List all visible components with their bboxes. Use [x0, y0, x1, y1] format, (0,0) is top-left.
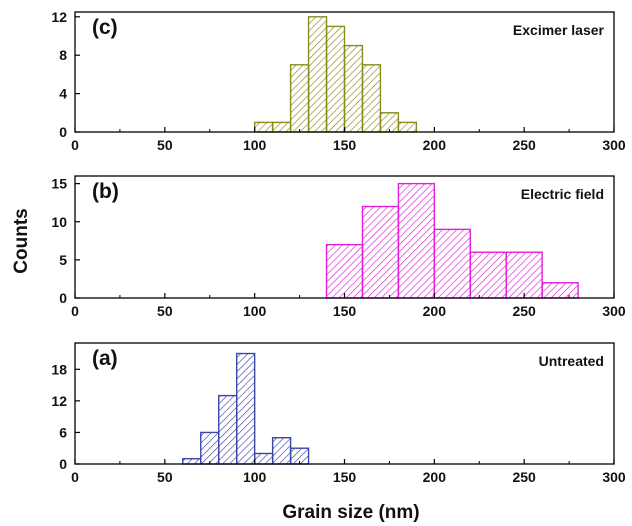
panel-annotation: Untreated — [539, 353, 604, 369]
histogram-bar — [541, 282, 579, 299]
histogram-bar — [271, 436, 292, 465]
x-tick-label: 0 — [71, 137, 79, 153]
x-tick-label: 50 — [157, 303, 173, 319]
histogram-bar — [253, 452, 274, 465]
y-tick-label: 5 — [59, 252, 67, 268]
x-tick-label: 200 — [423, 137, 447, 153]
x-tick-label: 100 — [243, 137, 267, 153]
panel-0: 0 50 100 150 200 250 300 0 4 8 12 (c) Excimer laser — [51, 9, 625, 153]
x-tick-label: 0 — [71, 469, 79, 485]
panel-label: (c) — [92, 16, 118, 39]
y-tick-label: 4 — [59, 86, 67, 102]
x-tick-label: 50 — [157, 137, 173, 153]
histogram-bar — [218, 394, 238, 465]
histogram-bar — [182, 458, 202, 465]
histogram-bar — [343, 44, 364, 133]
histogram-bar — [235, 352, 256, 465]
x-tick-label: 150 — [333, 469, 357, 485]
x-tick-label: 100 — [243, 469, 267, 485]
y-axis-title: Counts — [11, 208, 32, 273]
histogram-bar — [505, 251, 543, 299]
histogram-bar — [325, 25, 346, 133]
x-tick-label: 0 — [71, 303, 79, 319]
histogram-bar — [271, 121, 292, 133]
y-tick-label: 0 — [59, 290, 67, 306]
x-tick-label: 250 — [512, 137, 536, 153]
histogram-bar — [361, 64, 382, 133]
y-tick-label: 0 — [59, 456, 67, 472]
panel-annotation: Excimer laser — [513, 22, 605, 38]
x-tick-label: 200 — [423, 469, 447, 485]
x-tick-label: 150 — [333, 303, 357, 319]
x-tick-label: 250 — [512, 469, 536, 485]
histogram-bar — [200, 431, 220, 465]
y-tick-label: 8 — [59, 47, 67, 63]
x-tick-label: 200 — [423, 303, 447, 319]
y-tick-label: 12 — [51, 9, 67, 25]
histogram-bar — [307, 16, 328, 133]
histogram-bar — [397, 182, 436, 299]
histogram-bar — [325, 243, 364, 299]
histogram-bar — [433, 228, 471, 299]
x-tick-label: 300 — [602, 303, 626, 319]
y-tick-label: 6 — [59, 424, 67, 440]
panel-label: (b) — [92, 180, 119, 203]
x-tick-label: 250 — [512, 303, 536, 319]
histogram-bar — [397, 121, 418, 133]
panel-2: 0 50 100 150 200 250 300 0 6 12 18 (a) Untreated — [51, 342, 626, 485]
x-tick-label: 50 — [157, 469, 173, 485]
histogram-bar — [253, 121, 274, 133]
panel-annotation: Electric field — [521, 186, 604, 202]
y-tick-label: 12 — [51, 393, 67, 409]
panel-label: (a) — [92, 347, 118, 370]
panel-frame — [74, 342, 615, 465]
y-tick-label: 10 — [51, 214, 67, 230]
panel-1: 0 50 100 150 200 250 300 0 5 10 15 (b) Electric fiel… — [51, 175, 626, 319]
y-tick-label: 15 — [51, 176, 67, 192]
histogram-bar — [469, 251, 507, 299]
x-tick-label: 150 — [333, 137, 357, 153]
x-tick-label: 300 — [602, 469, 626, 485]
y-tick-label: 18 — [51, 361, 67, 377]
y-tick-label: 0 — [59, 124, 67, 140]
x-tick-label: 100 — [243, 303, 267, 319]
x-axis-title: Grain size (nm) — [282, 502, 419, 523]
x-tick-label: 300 — [602, 137, 626, 153]
histogram-bar — [289, 64, 310, 133]
histogram-bar — [361, 205, 400, 299]
